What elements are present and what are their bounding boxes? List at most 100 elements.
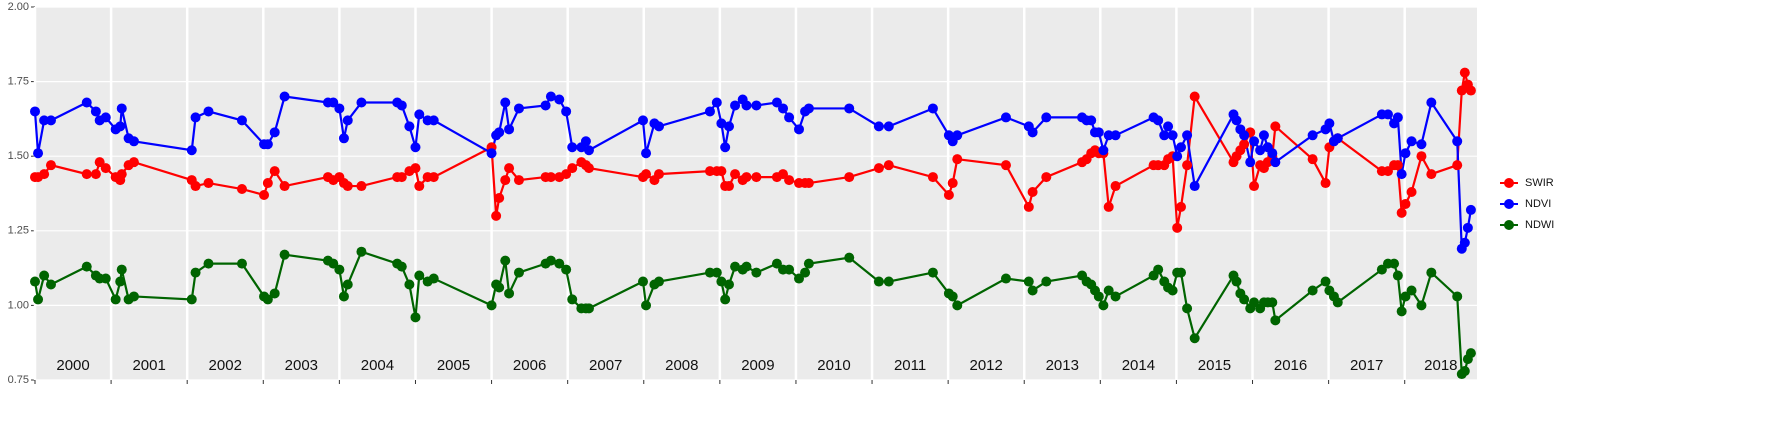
- data-point: [844, 172, 855, 183]
- data-point: [567, 142, 578, 153]
- x-tick-label: 2005: [437, 357, 470, 374]
- data-point: [186, 145, 197, 156]
- data-point: [1426, 97, 1437, 108]
- data-point: [561, 106, 572, 117]
- data-point: [1389, 258, 1400, 269]
- data-point: [39, 115, 50, 126]
- data-point: [1245, 157, 1256, 168]
- data-point: [545, 91, 556, 102]
- marks: [30, 67, 1476, 380]
- data-point: [1258, 130, 1269, 141]
- data-point: [554, 258, 565, 269]
- data-point: [1332, 297, 1343, 308]
- data-point: [778, 103, 789, 114]
- data-point: [1307, 130, 1318, 141]
- data-point: [784, 264, 795, 275]
- data-point: [704, 106, 715, 117]
- data-point: [723, 121, 734, 132]
- data-point: [803, 178, 814, 189]
- data-point: [30, 276, 40, 287]
- x-tick-label: 2016: [1274, 357, 1307, 374]
- data-point: [554, 94, 565, 105]
- data-point: [1452, 136, 1463, 147]
- data-point: [947, 291, 958, 302]
- x-tick-label: 2014: [1122, 357, 1155, 374]
- data-point: [800, 267, 811, 278]
- data-point: [1459, 67, 1470, 78]
- y-tick-label: 2.00: [8, 1, 29, 13]
- data-point: [45, 279, 56, 290]
- x-tick-label: 2012: [969, 357, 1002, 374]
- data-point: [45, 115, 56, 126]
- data-point: [1167, 285, 1178, 296]
- legend-label: SWIR: [1525, 177, 1554, 189]
- data-point: [784, 175, 795, 186]
- data-point: [730, 261, 741, 272]
- data-point: [128, 157, 139, 168]
- data-point: [396, 261, 407, 272]
- data-point: [637, 115, 648, 126]
- data-point: [1270, 157, 1281, 168]
- data-point: [190, 112, 201, 123]
- data-point: [334, 103, 345, 114]
- data-point: [39, 169, 50, 180]
- x-tick-label: 2009: [741, 357, 774, 374]
- data-point: [1159, 130, 1170, 141]
- data-point: [1459, 237, 1470, 248]
- data-point: [751, 172, 762, 183]
- data-point: [1307, 154, 1318, 165]
- data-point: [1000, 273, 1011, 284]
- data-point: [186, 294, 197, 305]
- data-point: [1239, 139, 1250, 150]
- data-point: [741, 100, 752, 111]
- data-point: [927, 267, 938, 278]
- data-point: [704, 166, 715, 177]
- data-point: [504, 124, 515, 135]
- data-point: [259, 189, 270, 200]
- data-point: [653, 121, 664, 132]
- data-point: [540, 100, 551, 111]
- data-point: [1249, 136, 1260, 147]
- data-point: [1153, 264, 1164, 275]
- data-point: [513, 175, 524, 186]
- data-point: [486, 300, 497, 311]
- data-point: [1270, 121, 1281, 132]
- data-point: [269, 288, 280, 299]
- data-point: [1110, 291, 1121, 302]
- data-point: [844, 103, 855, 114]
- data-point: [1189, 333, 1200, 344]
- data-point: [1416, 151, 1427, 162]
- data-point: [1255, 145, 1266, 156]
- data-point: [1320, 178, 1331, 189]
- data-point: [1426, 169, 1437, 180]
- data-point: [338, 291, 349, 302]
- data-point: [128, 291, 139, 302]
- data-point: [116, 103, 127, 114]
- data-point: [751, 100, 762, 111]
- y-tick-label: 1.75: [8, 76, 29, 88]
- data-point: [730, 169, 741, 180]
- data-point: [39, 270, 50, 281]
- data-point: [30, 106, 40, 117]
- data-point: [190, 267, 201, 278]
- data-point: [711, 267, 722, 278]
- data-point: [1406, 285, 1417, 296]
- legend-key: [1504, 199, 1514, 209]
- data-point: [1392, 270, 1403, 281]
- data-point: [741, 172, 752, 183]
- data-point: [396, 172, 407, 183]
- data-point: [1098, 300, 1109, 311]
- data-point: [1459, 366, 1470, 377]
- data-point: [494, 192, 505, 203]
- data-point: [1175, 142, 1186, 153]
- data-point: [1392, 160, 1403, 171]
- data-point: [1249, 181, 1260, 192]
- data-point: [1189, 91, 1200, 102]
- data-point: [128, 136, 139, 147]
- data-point: [1103, 201, 1114, 212]
- data-point: [1396, 169, 1407, 180]
- data-point: [567, 294, 578, 305]
- data-point: [33, 294, 44, 305]
- data-point: [1267, 297, 1278, 308]
- data-point: [720, 142, 731, 153]
